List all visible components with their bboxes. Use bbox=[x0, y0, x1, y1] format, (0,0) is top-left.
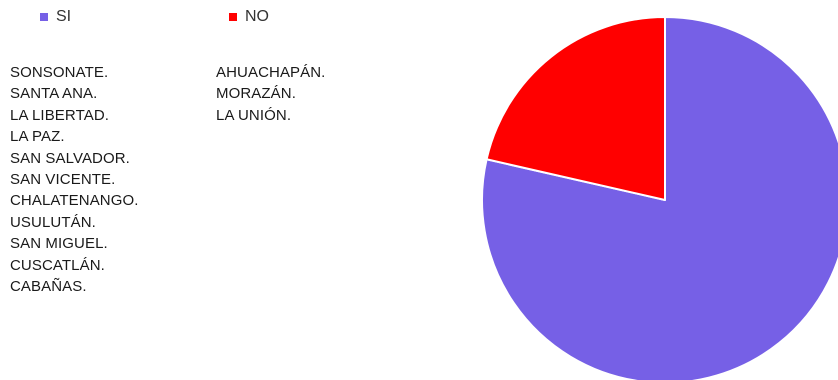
list-item: SANTA ANA. bbox=[10, 85, 98, 103]
legend-swatch-no bbox=[229, 13, 237, 21]
list-item: SAN MIGUEL. bbox=[10, 235, 108, 253]
chart-legend: SI NO bbox=[0, 8, 420, 32]
pie-slice-si bbox=[481, 16, 838, 380]
list-item: SONSONATE. bbox=[10, 64, 109, 81]
pie-slice-no bbox=[485, 16, 666, 201]
list-item: SAN VICENTE. bbox=[10, 171, 116, 189]
no-department-list: AHUACHAPÁN. MORAZÁN. LA UNIÓN. bbox=[216, 62, 325, 126]
list-item: MORAZÁN. bbox=[216, 85, 296, 103]
legend-label-si: SI bbox=[56, 8, 72, 25]
list-item: LA UNIÓN. bbox=[216, 106, 292, 124]
list-item: LA LIBERTAD. bbox=[10, 106, 110, 124]
legend-swatch-si bbox=[40, 13, 48, 21]
list-item: LA PAZ. bbox=[10, 128, 65, 146]
si-department-list: SONSONATE. SANTA ANA. LA LIBERTAD. LA PA… bbox=[10, 62, 139, 297]
list-item: CHALATENANGO. bbox=[10, 192, 139, 210]
list-item: CABAÑAS. bbox=[10, 278, 87, 296]
legend-item-no: NO bbox=[229, 8, 269, 26]
list-item: AHUACHAPÁN. bbox=[216, 64, 326, 81]
list-item: SAN SALVADOR. bbox=[10, 149, 130, 167]
legend-label-no: NO bbox=[245, 8, 269, 25]
list-item: CUSCATLÁN. bbox=[10, 256, 105, 274]
legend-item-si: SI bbox=[40, 8, 71, 26]
list-item: USULUTÁN. bbox=[10, 213, 96, 231]
